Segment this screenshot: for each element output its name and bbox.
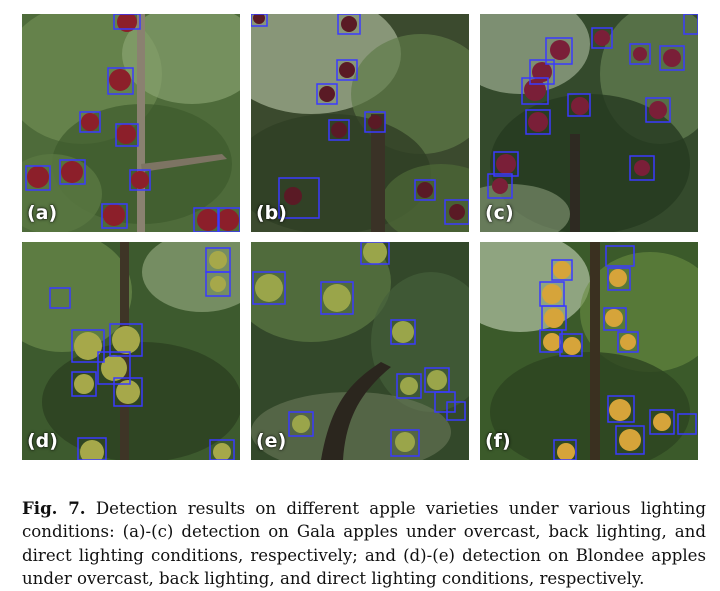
figure-caption: Fig. 7. Detection results on different a…	[22, 497, 706, 591]
figure-number: Fig. 7.	[22, 497, 86, 518]
caption-text: Detection results on different apple var…	[22, 498, 706, 589]
panel-b-photo	[251, 14, 469, 232]
panel-d: (d)	[22, 242, 240, 460]
panel-c: (c)	[480, 14, 698, 232]
figure-grid: (a) (b)	[22, 14, 698, 460]
panel-a: (a)	[22, 14, 240, 232]
panel-d-photo	[22, 242, 240, 460]
panel-f-photo	[480, 242, 698, 460]
panel-c-label: (c)	[485, 202, 514, 224]
panel-e: (e)	[251, 242, 469, 460]
panel-b-label: (b)	[256, 202, 287, 224]
panel-a-label: (a)	[27, 202, 58, 224]
panel-e-label: (e)	[256, 430, 287, 452]
panel-d-label: (d)	[27, 430, 58, 452]
panel-e-photo	[251, 242, 469, 460]
panel-f-label: (f)	[485, 430, 511, 452]
panel-c-photo	[480, 14, 698, 232]
panel-b: (b)	[251, 14, 469, 232]
panel-f: (f)	[480, 242, 698, 460]
panel-a-photo	[22, 14, 240, 232]
